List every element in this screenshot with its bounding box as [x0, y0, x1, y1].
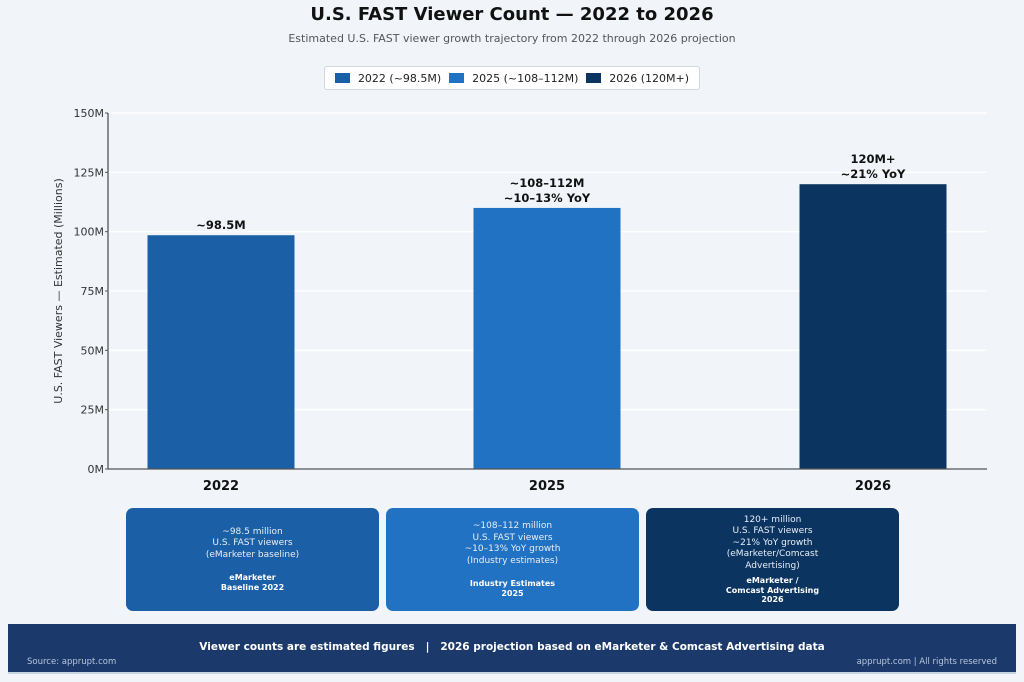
- chart-title: U.S. FAST Viewer Count — 2022 to 2026: [310, 4, 714, 25]
- bar-value-label: ~10–13% YoY: [504, 191, 591, 205]
- y-tick-label: 125M: [74, 166, 105, 179]
- card-source: eMarketer / Comcast Advertising 2026: [725, 576, 820, 604]
- y-tick-label: 25M: [81, 404, 105, 417]
- chart-subtitle: Estimated U.S. FAST viewer growth trajec…: [288, 32, 736, 45]
- y-tick-label: 0M: [88, 463, 105, 476]
- footer-source: Source: apprupt.com: [27, 657, 117, 667]
- legend-item-2025: 2025 (~108–112M): [449, 72, 578, 85]
- card-description: ~98.5 million U.S. FAST viewers (eMarket…: [205, 526, 300, 560]
- y-axis-ticks: 0M 25M 50M 75M 100M 125M 150M: [74, 107, 108, 476]
- bar-2022: [147, 235, 295, 469]
- legend-label: 2025 (~108–112M): [472, 71, 579, 85]
- legend-swatch: [449, 73, 465, 83]
- info-card-2022: ~98.5 million U.S. FAST viewers (eMarket…: [126, 508, 379, 611]
- info-cards: ~98.5 million U.S. FAST viewers (eMarket…: [126, 508, 899, 611]
- x-tick-label: 2022: [203, 479, 239, 494]
- bar-value-label: ~98.5M: [196, 218, 245, 232]
- legend-label: 2026 (120M+): [609, 71, 690, 85]
- legend: 2022 (~98.5M) 2025 (~108–112M) 2026 (120…: [324, 66, 700, 90]
- bar-2025: [473, 207, 621, 469]
- legend-item-2026: 2026 (120M+): [586, 72, 689, 85]
- card-description: ~108–112 million U.S. FAST viewers ~10–1…: [464, 521, 561, 566]
- card-description: 120+ million U.S. FAST viewers ~21% YoY …: [726, 514, 819, 571]
- y-tick-label: 50M: [81, 344, 105, 357]
- legend-swatch: [334, 73, 350, 83]
- bar-2026: [799, 184, 947, 469]
- y-axis-label: U.S. FAST Viewers — Estimated (Millions): [52, 178, 65, 403]
- y-tick-label: 150M: [74, 107, 105, 120]
- info-card-2025: ~108–112 million U.S. FAST viewers ~10–1…: [386, 508, 639, 611]
- bar-value-label: ~108–112M: [510, 176, 585, 190]
- legend-swatch: [586, 73, 602, 83]
- bar-value-labels: ~98.5M ~108–112M~10–13% YoY 120M+~21% YoY: [196, 152, 906, 232]
- footer-banner: Viewer counts are estimated figures | 20…: [8, 624, 1016, 674]
- x-axis-ticks: 2022 2025 2026: [203, 479, 891, 494]
- bar-value-label: 120M+: [850, 152, 895, 166]
- x-tick-label: 2025: [529, 479, 565, 494]
- y-tick-label: 100M: [74, 226, 105, 239]
- footer-copyright: apprupt.com | All rights reserved: [856, 657, 997, 667]
- legend-item-2022: 2022 (~98.5M): [334, 71, 442, 85]
- bars: [147, 184, 947, 469]
- y-tick-label: 75M: [81, 285, 105, 298]
- x-tick-label: 2026: [855, 479, 891, 494]
- info-card-2026: 120+ million U.S. FAST viewers ~21% YoY …: [646, 508, 899, 611]
- footer-note: Viewer counts are estimated figures | 20…: [199, 641, 825, 653]
- bar-value-label: ~21% YoY: [841, 167, 906, 181]
- card-source: Industry Estimates 2025: [469, 579, 556, 598]
- card-source: eMarketer Baseline 2022: [220, 573, 285, 592]
- legend-label: 2022 (~98.5M): [357, 71, 442, 85]
